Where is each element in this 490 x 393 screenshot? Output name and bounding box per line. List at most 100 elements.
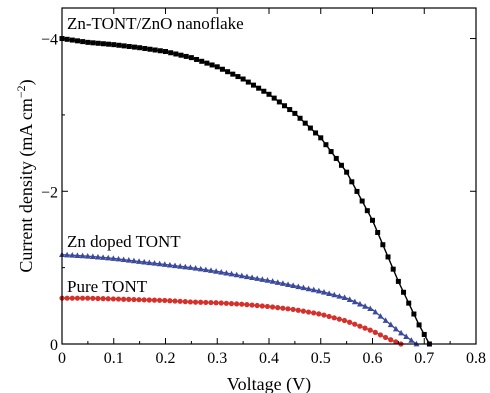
point <box>240 76 246 82</box>
point <box>256 85 262 91</box>
point <box>269 304 276 310</box>
point <box>197 265 204 272</box>
point <box>69 252 76 258</box>
point <box>243 273 250 280</box>
point <box>362 325 368 331</box>
y-tick-label-0: 0 <box>50 337 58 354</box>
point <box>214 64 220 70</box>
point <box>305 309 312 315</box>
point <box>264 277 271 283</box>
point <box>276 99 282 105</box>
point <box>367 327 373 333</box>
x-tick-label-8: 0.8 <box>466 350 486 367</box>
point <box>338 162 344 168</box>
point <box>346 296 353 302</box>
point <box>115 296 122 302</box>
point <box>392 325 399 332</box>
point <box>163 49 168 55</box>
point <box>336 316 342 322</box>
point <box>136 258 143 264</box>
point <box>331 291 338 298</box>
point <box>173 51 179 57</box>
point <box>367 305 374 312</box>
y-axis-title: Current density (mA cm−2) <box>14 79 37 272</box>
point <box>79 295 86 301</box>
point <box>313 130 319 136</box>
point <box>249 302 255 308</box>
point <box>151 297 158 303</box>
point <box>64 36 70 42</box>
y-tick-label-2: −4 <box>41 32 58 49</box>
point <box>187 264 194 270</box>
point <box>290 282 297 289</box>
point <box>203 299 209 306</box>
point <box>302 120 308 126</box>
point <box>75 38 81 44</box>
point <box>244 302 250 308</box>
point <box>315 287 322 294</box>
point <box>336 293 343 299</box>
point <box>192 265 199 271</box>
x-tick-label-5: 0.5 <box>311 350 331 367</box>
point <box>121 296 127 302</box>
annotation-zn-doped-tont: Zn doped TONT <box>67 232 181 251</box>
point <box>126 43 132 49</box>
point <box>249 274 256 281</box>
point <box>137 45 143 51</box>
point <box>156 297 163 303</box>
point <box>69 295 75 301</box>
point <box>213 300 219 306</box>
point <box>362 303 369 309</box>
point <box>182 263 189 270</box>
point <box>357 323 363 329</box>
point <box>209 62 215 68</box>
point <box>390 266 396 272</box>
point <box>146 259 153 266</box>
point <box>372 308 379 315</box>
point <box>377 313 384 319</box>
point <box>74 295 81 301</box>
point <box>156 260 163 267</box>
point <box>80 39 86 45</box>
point <box>323 142 329 148</box>
point <box>89 253 96 260</box>
point <box>393 339 399 345</box>
point <box>228 301 235 307</box>
point <box>120 256 127 263</box>
point <box>341 294 348 301</box>
point <box>408 337 415 343</box>
point <box>90 40 96 46</box>
point <box>279 280 286 286</box>
point <box>79 252 86 259</box>
point <box>85 39 91 45</box>
point <box>106 41 112 47</box>
point <box>401 289 407 295</box>
point <box>307 125 313 131</box>
point <box>218 300 224 306</box>
x-tick-label-7: 0.7 <box>414 350 434 367</box>
point <box>147 46 153 52</box>
point <box>194 56 200 62</box>
point <box>172 298 178 304</box>
point <box>172 262 179 269</box>
point <box>208 299 214 306</box>
point <box>300 284 307 291</box>
point <box>199 58 205 64</box>
point <box>126 296 132 302</box>
point <box>377 332 384 338</box>
annotation-pure-tont: Pure TONT <box>67 277 148 296</box>
point <box>321 312 327 318</box>
x-tick-label-6: 0.6 <box>363 350 383 367</box>
point <box>85 295 91 301</box>
point <box>274 279 281 285</box>
point <box>292 110 298 116</box>
point <box>282 103 288 109</box>
point <box>125 257 132 263</box>
point <box>110 296 116 302</box>
point <box>105 296 111 302</box>
x-tick-label-3: 0.3 <box>207 350 227 367</box>
point <box>84 252 91 259</box>
point <box>326 313 332 320</box>
point <box>234 301 240 307</box>
